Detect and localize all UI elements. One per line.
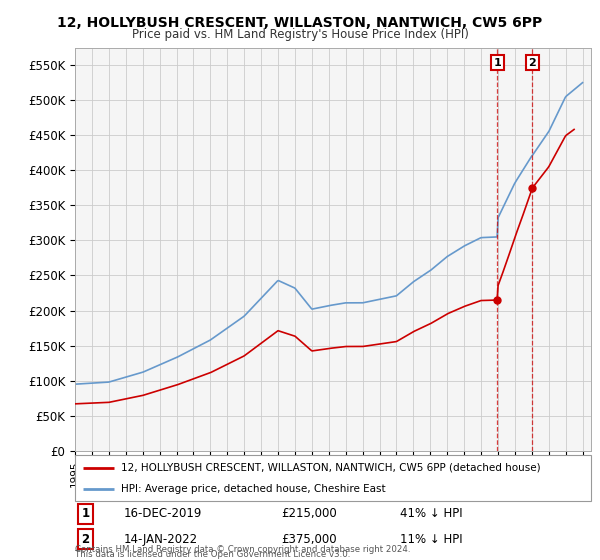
Text: 1: 1 [493,58,501,68]
Text: This data is licensed under the Open Government Licence v3.0.: This data is licensed under the Open Gov… [75,550,350,559]
Text: 1: 1 [81,507,89,520]
Text: £375,000: £375,000 [281,533,337,545]
Text: 2: 2 [529,58,536,68]
FancyBboxPatch shape [75,455,591,501]
Text: 12, HOLLYBUSH CRESCENT, WILLASTON, NANTWICH, CW5 6PP (detached house): 12, HOLLYBUSH CRESCENT, WILLASTON, NANTW… [121,463,541,473]
Text: £215,000: £215,000 [281,507,337,520]
Text: Contains HM Land Registry data © Crown copyright and database right 2024.: Contains HM Land Registry data © Crown c… [75,545,410,554]
Text: 2: 2 [81,533,89,545]
Text: 11% ↓ HPI: 11% ↓ HPI [400,533,463,545]
Text: HPI: Average price, detached house, Cheshire East: HPI: Average price, detached house, Ches… [121,484,386,494]
Text: 12, HOLLYBUSH CRESCENT, WILLASTON, NANTWICH, CW5 6PP: 12, HOLLYBUSH CRESCENT, WILLASTON, NANTW… [58,16,542,30]
Text: Price paid vs. HM Land Registry's House Price Index (HPI): Price paid vs. HM Land Registry's House … [131,28,469,41]
Text: 41% ↓ HPI: 41% ↓ HPI [400,507,463,520]
Text: 14-JAN-2022: 14-JAN-2022 [124,533,198,545]
Text: 16-DEC-2019: 16-DEC-2019 [124,507,202,520]
